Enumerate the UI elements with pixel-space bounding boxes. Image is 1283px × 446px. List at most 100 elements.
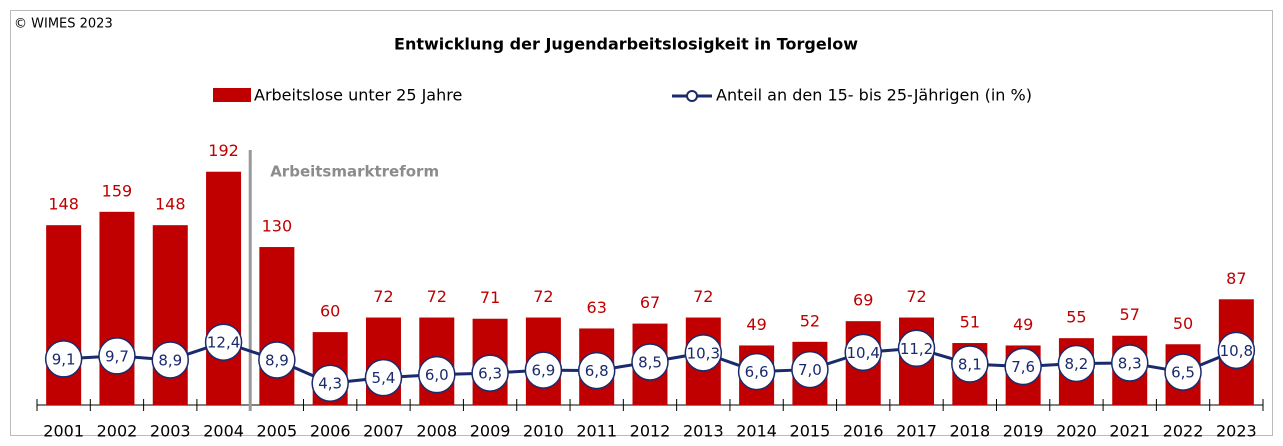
- line-marker: [98, 337, 136, 375]
- line-marker: [311, 364, 349, 402]
- line-marker: [364, 358, 403, 397]
- x-tick-label: 2023: [1216, 422, 1257, 441]
- line-value-label: 8,9: [265, 351, 289, 369]
- x-tick-label: 2013: [683, 422, 724, 441]
- line-value-label: 10,8: [1220, 342, 1253, 360]
- x-tick-label: 2007: [363, 422, 404, 441]
- bar-value-label: 49: [1013, 315, 1033, 334]
- bar-value-label: 50: [1173, 314, 1193, 333]
- bar-value-label: 192: [208, 141, 239, 160]
- line-marker: [737, 352, 776, 391]
- bar: [259, 247, 295, 405]
- bar-value-label: 63: [587, 298, 607, 317]
- line-marker: [951, 345, 989, 383]
- bar: [99, 211, 135, 405]
- line-marker: [1164, 353, 1202, 391]
- bar-value-label: 60: [320, 302, 340, 321]
- x-tick-label: 2001: [43, 422, 84, 441]
- line-value-label: 6,8: [585, 362, 609, 380]
- bar-value-label: 52: [800, 311, 820, 330]
- x-tick-label: 2002: [97, 422, 138, 441]
- line-marker: [1110, 344, 1149, 382]
- line-marker: [524, 351, 563, 389]
- line-marker: [44, 340, 83, 378]
- x-tick-label: 2018: [949, 422, 990, 441]
- bar: [206, 171, 242, 405]
- annotation: Arbeitsmarktreform: [270, 163, 439, 181]
- x-tick-label: 2016: [843, 422, 884, 441]
- line-marker: [1004, 347, 1042, 386]
- line-value-label: 8,5: [638, 353, 662, 371]
- legend-label: Anteil an den 15- bis 25-Jährigen (in %): [716, 86, 1032, 105]
- x-tick-label: 2020: [1056, 422, 1097, 441]
- line-value-label: 8,1: [958, 355, 982, 373]
- x-tick-label: 2012: [630, 422, 671, 441]
- x-tick-label: 2003: [150, 422, 191, 441]
- line-marker: [631, 343, 669, 381]
- x-tick-label: 2015: [790, 422, 831, 441]
- line-value-label: 6,0: [425, 366, 449, 384]
- legend-label: Arbeitslose unter 25 Jahre: [254, 86, 462, 105]
- line-value-label: 8,9: [158, 351, 182, 369]
- bar-value-label: 49: [746, 315, 766, 334]
- line-marker: [471, 354, 509, 392]
- bar-value-label: 71: [480, 288, 500, 307]
- legend-swatch-marker: [686, 90, 698, 102]
- line-value-label: 12,4: [207, 334, 240, 352]
- copyright: © WIMES 2023: [14, 17, 113, 32]
- bar-value-label: 130: [262, 217, 293, 236]
- line-marker: [577, 351, 616, 390]
- chart-title: Entwicklung der Jugendarbeitslosigkeit i…: [394, 35, 858, 54]
- bar-value-label: 87: [1226, 269, 1246, 288]
- line-value-label: 4,3: [318, 375, 342, 393]
- bar-value-label: 67: [640, 293, 660, 312]
- x-tick-label: 2019: [1003, 422, 1044, 441]
- line-marker: [258, 341, 296, 379]
- x-tick-label: 2011: [576, 422, 617, 441]
- bar-value-label: 57: [1120, 305, 1140, 324]
- line-value-label: 6,9: [531, 362, 555, 380]
- x-tick-label: 2010: [523, 422, 564, 441]
- line-marker: [897, 329, 936, 368]
- bar: [46, 225, 82, 405]
- line-value-label: 7,6: [1011, 358, 1035, 376]
- bar-value-label: 148: [48, 195, 79, 214]
- line-value-label: 10,3: [687, 344, 720, 362]
- bar-value-label: 69: [853, 291, 873, 310]
- line-value-label: 8,2: [1065, 355, 1089, 373]
- line-value-label: 7,0: [798, 361, 822, 379]
- x-tick-label: 2009: [470, 422, 511, 441]
- chart-border: [10, 10, 1273, 436]
- x-tick-label: 2014: [736, 422, 777, 441]
- legend-swatch-bar: [213, 88, 251, 102]
- line-marker: [204, 323, 243, 361]
- bar-value-label: 51: [960, 313, 980, 332]
- line-marker: [791, 350, 829, 389]
- bar-value-label: 72: [427, 287, 447, 306]
- line-marker: [1217, 331, 1256, 370]
- line-value-label: 6,6: [745, 363, 769, 381]
- bar-value-label: 148: [155, 195, 186, 214]
- x-tick-label: 2022: [1163, 422, 1204, 441]
- line-value-label: 9,7: [105, 347, 129, 365]
- x-tick-label: 2008: [416, 422, 457, 441]
- x-tick-label: 2006: [310, 422, 351, 441]
- bar-value-label: 159: [102, 181, 133, 200]
- bar-value-label: 72: [906, 287, 926, 306]
- line-value-label: 11,2: [900, 340, 933, 358]
- line-value-label: 8,3: [1118, 354, 1142, 372]
- line-marker: [844, 333, 882, 372]
- line-value-label: 6,5: [1171, 364, 1195, 382]
- x-tick-label: 2017: [896, 422, 937, 441]
- line-value-label: 10,4: [847, 344, 880, 362]
- line-marker: [151, 341, 190, 379]
- line-marker: [418, 355, 456, 394]
- line-value-label: 6,3: [478, 365, 502, 383]
- line-marker: [684, 334, 723, 372]
- line-marker: [1057, 344, 1096, 383]
- x-tick-label: 2021: [1109, 422, 1150, 441]
- bar-value-label: 72: [533, 287, 553, 306]
- x-tick-label: 2004: [203, 422, 244, 441]
- x-tick-label: 2005: [257, 422, 298, 441]
